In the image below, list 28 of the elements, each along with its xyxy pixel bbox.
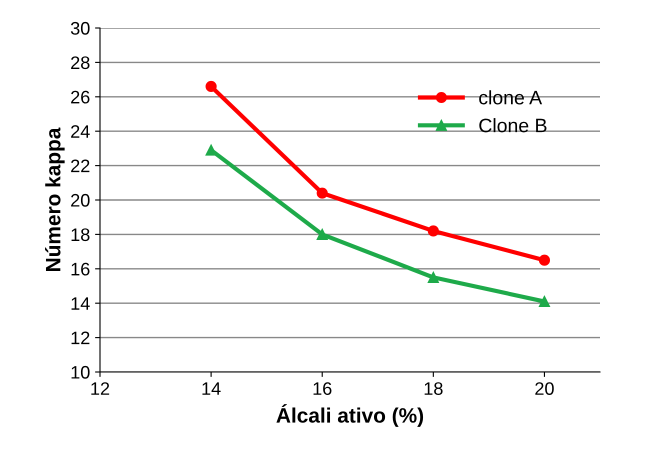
y-axis-title: Número kappa [45, 128, 65, 271]
legend-label: Clone B [479, 118, 546, 132]
point [206, 80, 217, 92]
y-tick-label: 14 [72, 297, 90, 310]
x-tick-label: 14 [202, 382, 221, 395]
y-tick-label: 20 [71, 194, 90, 207]
x-tick-label: 20 [535, 382, 554, 395]
y-tick-label: 10 [72, 366, 90, 379]
point [206, 144, 217, 156]
point [538, 296, 550, 308]
y-tick-label: 18 [72, 228, 90, 242]
y-tick-label: 16 [72, 262, 90, 276]
y-tick-label: 12 [72, 332, 90, 344]
point [428, 272, 439, 283]
legend-label: clone A [479, 90, 542, 105]
y-tick-label: 26 [71, 90, 90, 104]
point [428, 225, 439, 237]
point [316, 188, 328, 199]
point [538, 254, 550, 266]
x-tick-label: 16 [314, 382, 332, 395]
x-tick-label: 18 [424, 382, 443, 395]
point [316, 228, 328, 240]
y-tick-label: 22 [71, 160, 90, 172]
y-tick-label: 28 [71, 56, 90, 70]
y-tick-label: 30 [70, 22, 90, 35]
x-tick-label: 12 [91, 382, 110, 395]
x-axis-title: Álcali ativo (%) [276, 404, 424, 427]
y-tick-label: 24 [71, 125, 90, 138]
